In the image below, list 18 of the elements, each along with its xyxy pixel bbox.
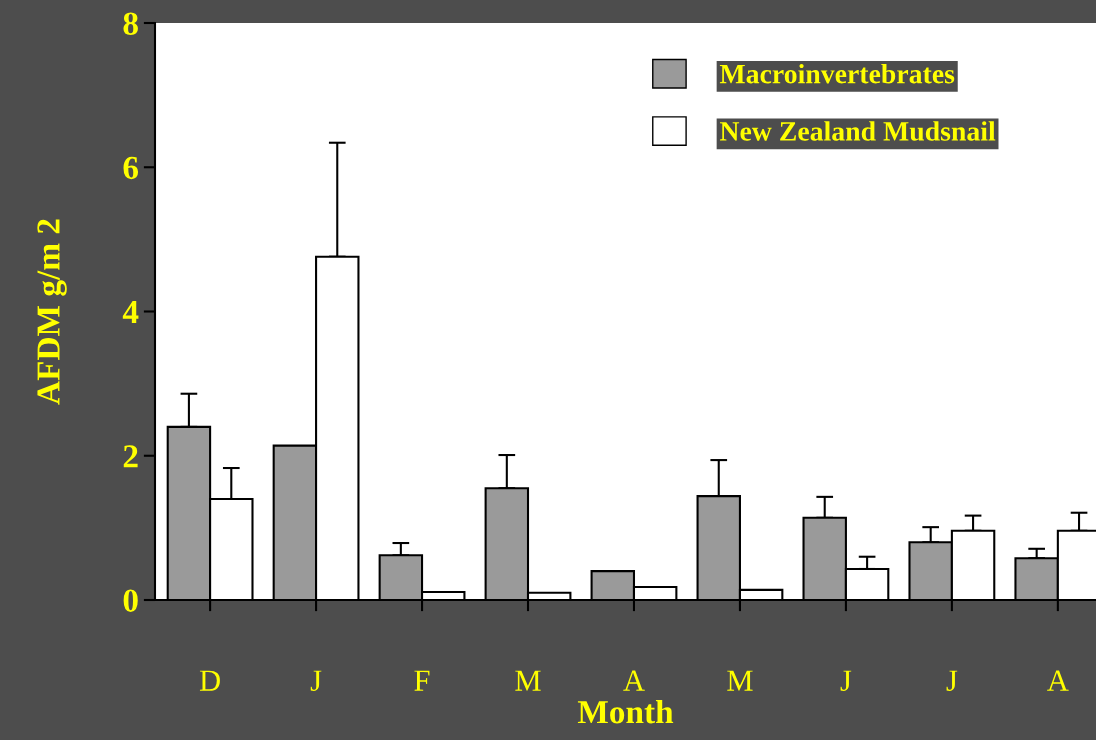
x-tick-label: J bbox=[840, 670, 852, 691]
y-tick-label: 6 bbox=[123, 156, 139, 180]
y-tick-label: 4 bbox=[122, 301, 139, 324]
x-tick-label: A bbox=[623, 670, 645, 691]
x-tick-label: A bbox=[1047, 670, 1069, 691]
x-tick-label: M bbox=[515, 670, 541, 691]
y-tick-label: 0 bbox=[123, 589, 138, 612]
legend-label: New Zealand Mudsnail bbox=[719, 121, 996, 141]
x-tick-label: J bbox=[946, 670, 958, 691]
legend-label: Macroinvertebrates bbox=[719, 63, 955, 84]
x-axis-title: Month bbox=[577, 699, 674, 724]
x-tick-label: M bbox=[727, 670, 753, 691]
y-tick-label: 8 bbox=[123, 12, 138, 35]
x-tick-label: F bbox=[414, 670, 430, 691]
y-tick-label: 2 bbox=[123, 445, 138, 468]
x-tick-label: J bbox=[310, 670, 322, 691]
x-tick-label: D bbox=[199, 670, 220, 691]
y-axis-title: AFDM g/m 2 bbox=[37, 219, 67, 405]
